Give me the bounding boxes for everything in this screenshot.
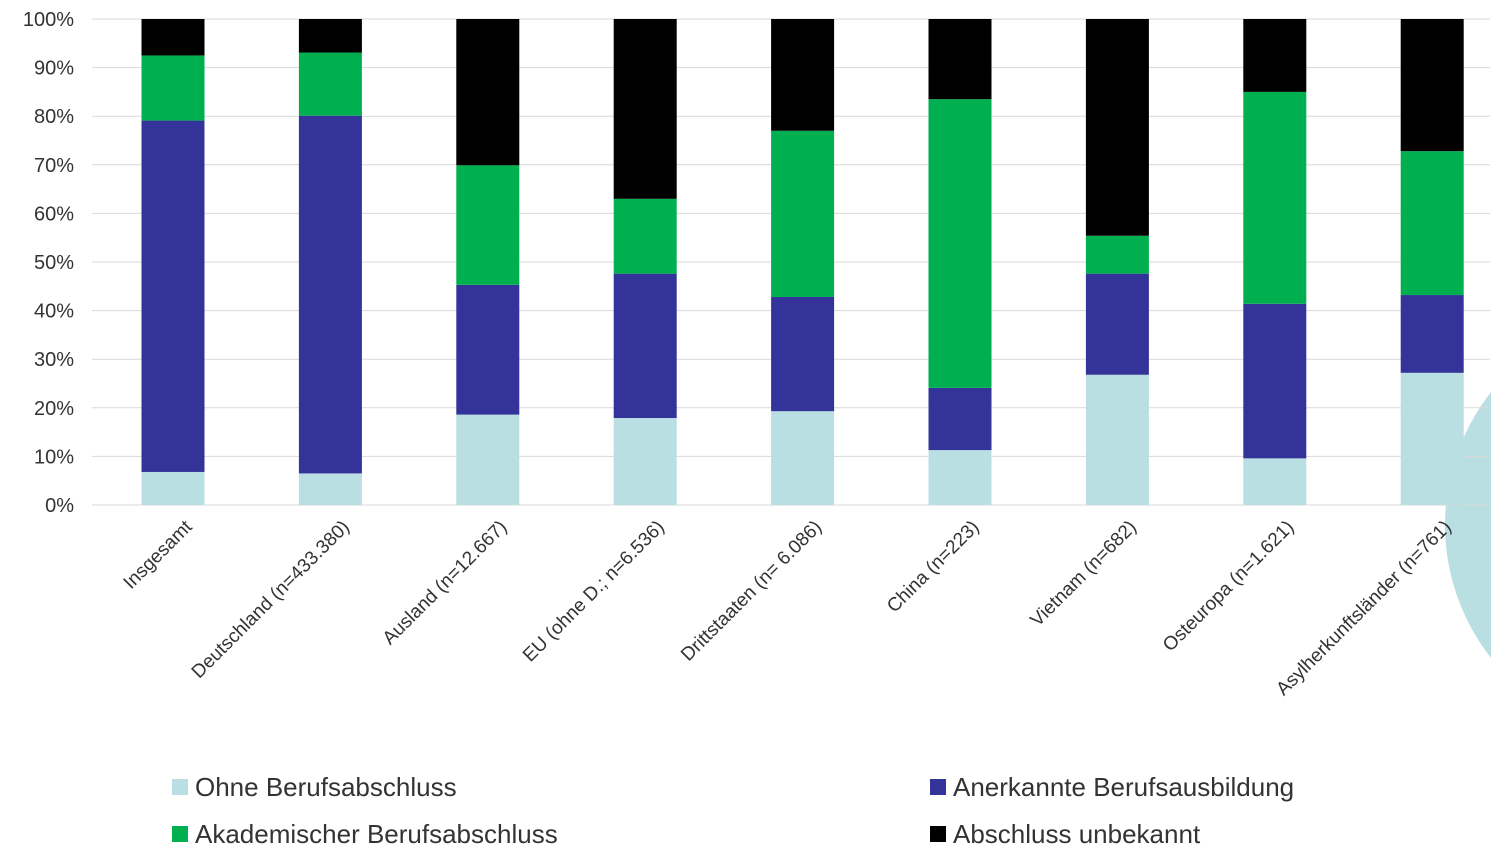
bar-segment (613, 418, 677, 505)
y-tick-label: 40% (34, 301, 74, 323)
bar-segment (613, 273, 677, 419)
bar-segment (456, 19, 520, 166)
legend-swatch (930, 826, 946, 842)
bar-segment (613, 198, 677, 274)
legend-label: Anerkannte Berufsausbildung (953, 772, 1294, 802)
y-tick-label: 100% (23, 9, 74, 31)
bar-segment (1400, 151, 1464, 296)
x-category-label: China (n=223) (883, 517, 983, 617)
x-category-label: Drittstaaten (n= 6.086) (677, 517, 826, 666)
y-tick-label: 20% (34, 398, 74, 420)
y-tick-label: 50% (34, 252, 74, 274)
legend-label: Abschluss unbekannt (953, 819, 1201, 849)
bar-segment (298, 473, 362, 505)
legend-label: Akademischer Berufsabschluss (195, 819, 558, 849)
bar-segment (928, 19, 992, 100)
legend-label: Ohne Berufsabschluss (195, 772, 457, 802)
bar-segment (456, 414, 520, 505)
bar-segment (1243, 19, 1307, 92)
x-category-label: Deutschland (n=433.380) (188, 517, 354, 683)
legend-swatch (930, 779, 946, 795)
y-tick-label: 10% (34, 446, 74, 468)
x-category-label: Asylherkunftsländer (n=761) (1272, 517, 1455, 700)
bar-segment (298, 19, 362, 53)
y-tick-label: 60% (34, 203, 74, 225)
y-axis: 0% 10% 20% 30% 40% 50% 60% 70% 80% 90% 100% (23, 9, 74, 517)
bar-segment (928, 99, 992, 388)
bar-segment (456, 165, 520, 285)
x-category-label: Insgesamt (120, 516, 197, 593)
bar-segment (771, 296, 835, 412)
y-tick-label: 30% (34, 349, 74, 371)
bar-segment (771, 19, 835, 131)
bar-segment (141, 55, 205, 121)
x-category-label: Osteuropa (n=1.621) (1159, 517, 1298, 656)
bar-segment (1085, 19, 1149, 236)
bar-segment (298, 115, 362, 474)
x-category-label: Vietnam (n=682) (1027, 517, 1141, 631)
bar-segment (298, 52, 362, 116)
y-tick-label: 0% (45, 495, 74, 517)
legend-swatch (172, 826, 188, 842)
y-tick-label: 80% (34, 106, 74, 128)
bar-segment (1085, 273, 1149, 375)
bar-segment (141, 120, 205, 472)
legend: Ohne Berufsabschluss Anerkannte Berufsaus… (172, 772, 1294, 849)
bar-segment (141, 471, 205, 505)
legend-swatch (172, 779, 188, 795)
x-category-label: EU (ohne D.; n=6.536) (519, 517, 669, 667)
bar-segment (1085, 374, 1149, 505)
bar-segment (928, 450, 992, 505)
bar-segment (1400, 372, 1464, 505)
bar-segment (1243, 303, 1307, 459)
bar-segment (1243, 91, 1307, 304)
bar-segment (1400, 295, 1464, 373)
bars (141, 19, 1464, 505)
bar-segment (1400, 19, 1464, 152)
bar-segment (1243, 458, 1307, 505)
bar-segment (613, 19, 677, 199)
y-tick-label: 70% (34, 155, 74, 177)
bar-segment (141, 19, 205, 56)
bar-segment (1085, 235, 1149, 274)
bar-segment (928, 387, 992, 451)
bar-segment (771, 411, 835, 505)
y-tick-label: 90% (34, 58, 74, 80)
x-category-label: Ausland (n=12.667) (379, 517, 511, 649)
bar-segment (456, 284, 520, 415)
bar-segment (771, 130, 835, 297)
